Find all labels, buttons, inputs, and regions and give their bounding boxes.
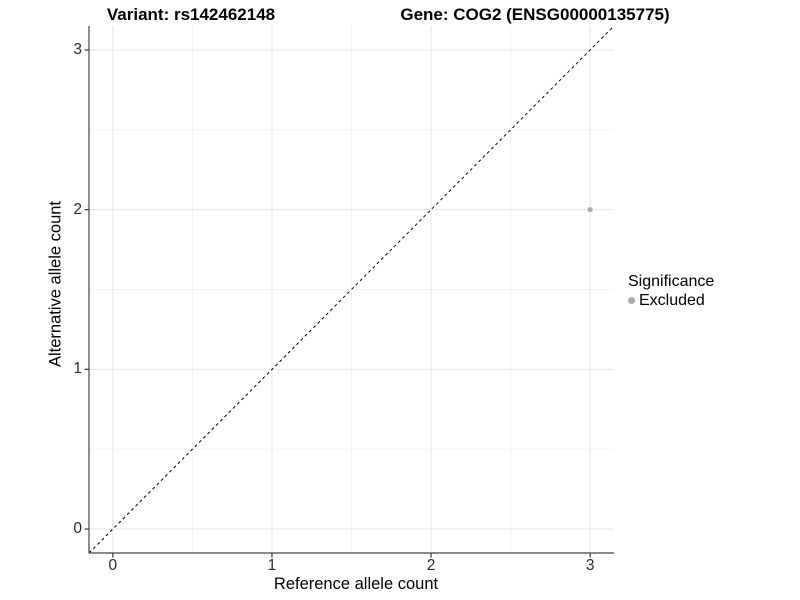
x-tick-label: 1 (267, 557, 277, 574)
x-tick-label: 3 (585, 557, 595, 574)
data-point (587, 207, 593, 213)
plot-canvas (84, 25, 615, 558)
y-axis-title: Alternative allele count (46, 200, 65, 368)
legend-title: Significance (628, 273, 715, 290)
legend: Significance Excluded (628, 272, 714, 310)
legend-point-marker-icon (628, 297, 635, 304)
y-tick-label: 2 (73, 200, 82, 218)
x-tick-label: 0 (108, 557, 118, 574)
legend-item-label: Excluded (639, 292, 705, 309)
y-tick-label: 3 (73, 40, 82, 58)
plot-title-variant: Variant: rs142462148 (106, 5, 276, 24)
identity-reference-line (88, 25, 615, 554)
legend-item-excluded: Excluded (628, 291, 714, 310)
y-tick-label: 1 (73, 360, 82, 378)
plot-panel (84, 25, 615, 558)
y-tick-label: 0 (73, 520, 82, 538)
x-axis-title: Reference allele count (273, 575, 439, 593)
plot-title-gene: Gene: COG2 (ENSG00000135775) (400, 5, 670, 24)
x-tick-label: 2 (426, 557, 436, 574)
